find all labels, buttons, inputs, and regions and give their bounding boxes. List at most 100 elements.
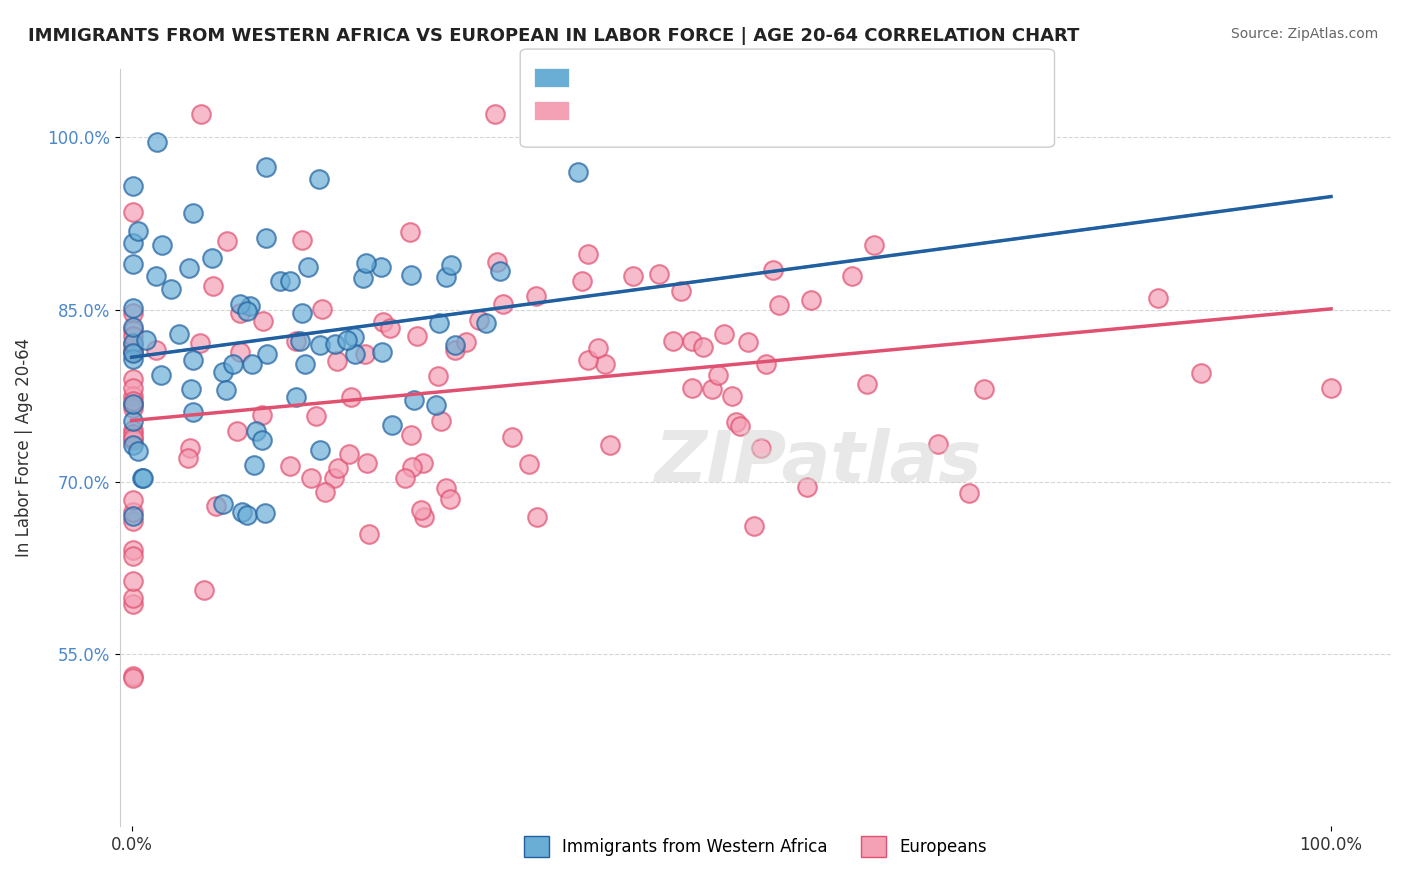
Europeans — [454, 335, 477, 350]
Europeans — [398, 225, 420, 239]
Immigrants from Western Africa — [475, 316, 498, 330]
Europeans — [702, 382, 724, 396]
Europeans — [492, 297, 515, 311]
Text: N =: N = — [668, 103, 707, 120]
Europeans — [737, 334, 759, 349]
Europeans — [193, 583, 215, 598]
Europeans — [412, 456, 434, 470]
Immigrants from Western Africa — [256, 347, 278, 361]
Europeans — [252, 314, 274, 328]
Immigrants from Western Africa — [239, 299, 262, 313]
Immigrants from Western Africa — [269, 274, 291, 288]
Europeans — [576, 353, 599, 368]
Europeans — [285, 334, 308, 349]
Immigrants from Western Africa — [131, 471, 153, 485]
Text: IMMIGRANTS FROM WESTERN AFRICA VS EUROPEAN IN LABOR FORCE | AGE 20-64 CORRELATIO: IMMIGRANTS FROM WESTERN AFRICA VS EUROPE… — [28, 27, 1080, 45]
Immigrants from Western Africa — [250, 433, 273, 447]
Text: Source: ZipAtlas.com: Source: ZipAtlas.com — [1230, 27, 1378, 41]
Europeans — [188, 336, 211, 351]
Europeans — [412, 510, 434, 524]
Europeans — [326, 461, 349, 475]
Europeans — [311, 302, 333, 317]
Europeans — [599, 437, 621, 451]
Europeans — [669, 284, 692, 298]
Text: 0.265: 0.265 — [598, 67, 654, 85]
Immigrants from Western Africa — [404, 392, 426, 407]
Europeans — [378, 321, 401, 335]
Immigrants from Western Africa — [336, 333, 359, 347]
Europeans — [571, 274, 593, 288]
Immigrants from Western Africa — [243, 458, 266, 472]
Immigrants from Western Africa — [427, 316, 450, 330]
Europeans — [725, 415, 748, 429]
Europeans — [357, 526, 380, 541]
Europeans — [337, 447, 360, 461]
Immigrants from Western Africa — [444, 338, 467, 352]
Europeans — [121, 505, 143, 519]
Europeans — [323, 471, 346, 485]
Immigrants from Western Africa — [440, 258, 463, 272]
Legend: Immigrants from Western Africa, Europeans: Immigrants from Western Africa, European… — [517, 830, 994, 863]
Immigrants from Western Africa — [240, 358, 263, 372]
Immigrants from Western Africa — [135, 333, 157, 347]
Immigrants from Western Africa — [308, 172, 330, 186]
Immigrants from Western Africa — [399, 268, 422, 283]
Europeans — [586, 341, 609, 355]
Immigrants from Western Africa — [231, 505, 253, 519]
Europeans — [121, 329, 143, 343]
Immigrants from Western Africa — [253, 506, 276, 520]
Immigrants from Western Africa — [236, 508, 259, 522]
Immigrants from Western Africa — [149, 368, 172, 383]
Europeans — [796, 480, 818, 494]
Europeans — [121, 323, 143, 337]
Immigrants from Western Africa — [181, 353, 204, 368]
Europeans — [121, 345, 143, 359]
Text: R =: R = — [548, 67, 588, 85]
Europeans — [121, 574, 143, 589]
Europeans — [314, 484, 336, 499]
Immigrants from Western Africa — [181, 206, 204, 220]
Immigrants from Western Africa — [354, 256, 377, 270]
Europeans — [121, 393, 143, 408]
Immigrants from Western Africa — [127, 443, 149, 458]
Europeans — [226, 425, 249, 439]
Europeans — [121, 597, 143, 611]
Immigrants from Western Africa — [434, 270, 457, 285]
Immigrants from Western Africa — [381, 418, 404, 433]
Europeans — [121, 372, 143, 386]
Europeans — [721, 389, 744, 403]
Europeans — [841, 269, 863, 284]
Immigrants from Western Africa — [343, 329, 366, 343]
Europeans — [339, 390, 361, 404]
Immigrants from Western Africa — [121, 346, 143, 360]
Immigrants from Western Africa — [121, 335, 143, 350]
Immigrants from Western Africa — [160, 283, 183, 297]
Immigrants from Western Africa — [150, 237, 173, 252]
Immigrants from Western Africa — [211, 365, 233, 379]
Europeans — [229, 345, 252, 359]
Europeans — [121, 668, 143, 682]
Europeans — [179, 441, 201, 455]
Immigrants from Western Africa — [121, 414, 143, 428]
Europeans — [648, 267, 671, 281]
Text: 75: 75 — [710, 67, 735, 85]
Immigrants from Western Africa — [145, 269, 167, 284]
Europeans — [501, 429, 523, 443]
Europeans — [121, 672, 143, 686]
Europeans — [121, 423, 143, 437]
Immigrants from Western Africa — [370, 260, 392, 275]
Immigrants from Western Africa — [254, 160, 277, 174]
Europeans — [856, 377, 879, 392]
Europeans — [121, 343, 143, 357]
Text: ZIPatlas: ZIPatlas — [655, 428, 983, 497]
Immigrants from Western Africa — [121, 257, 143, 271]
Europeans — [484, 107, 506, 121]
Europeans — [749, 441, 772, 455]
Immigrants from Western Africa — [167, 327, 190, 342]
Europeans — [250, 408, 273, 422]
Immigrants from Western Africa — [288, 334, 311, 348]
Europeans — [121, 434, 143, 448]
Immigrants from Western Africa — [371, 345, 394, 359]
Europeans — [121, 381, 143, 395]
Text: 0.276: 0.276 — [598, 103, 654, 120]
